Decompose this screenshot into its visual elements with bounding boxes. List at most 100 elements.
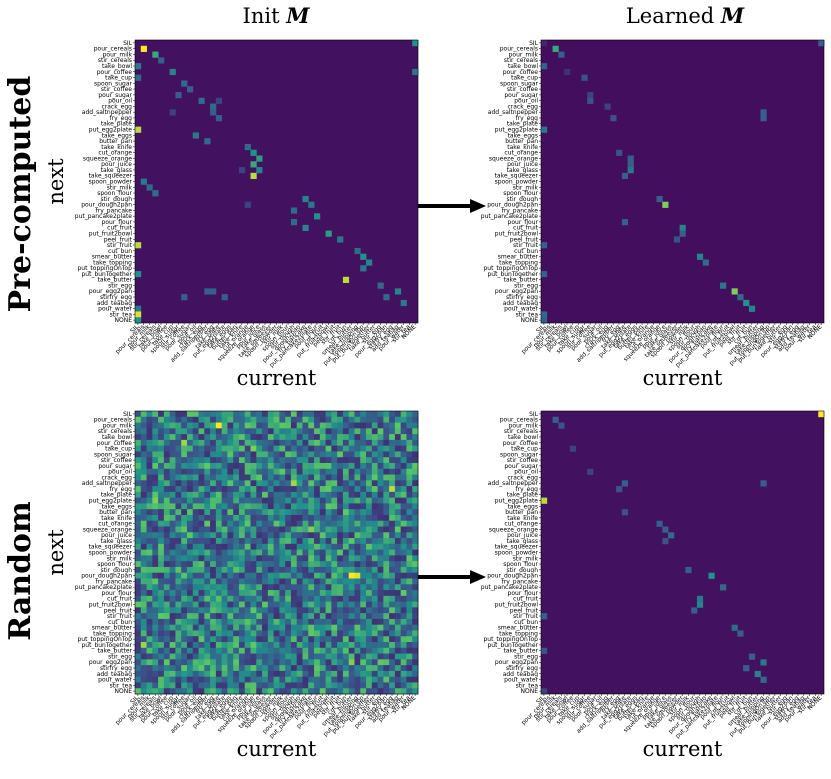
heatmap-cell xyxy=(256,561,263,568)
heatmap-cell xyxy=(342,480,350,487)
heatmap-cell xyxy=(152,503,159,510)
heatmap-cell xyxy=(296,653,303,660)
heatmap-cell xyxy=(412,566,419,574)
heatmap-cell xyxy=(366,561,373,568)
heatmap-cell xyxy=(175,416,182,423)
heatmap-cell xyxy=(308,480,315,487)
heatmap-cell xyxy=(296,514,303,522)
heatmap-cell xyxy=(308,636,315,643)
heatmap-cell xyxy=(227,601,234,608)
heatmap-cell xyxy=(302,688,309,695)
heatmap-cell xyxy=(394,445,402,452)
y-tick-label: put_toppingOnTop xyxy=(77,636,132,643)
heatmap-cell xyxy=(140,439,147,447)
y-tick-label: put_fruit2bowl xyxy=(89,601,133,608)
heatmap-cell xyxy=(296,572,303,579)
heatmap-cell xyxy=(146,665,153,672)
heatmap-cell xyxy=(135,543,142,551)
heatmap-cell xyxy=(273,434,280,441)
heatmap-cell xyxy=(152,439,159,447)
heatmap-cell xyxy=(267,682,275,689)
heatmap-cell xyxy=(406,682,413,689)
heatmap-cell xyxy=(296,434,303,441)
heatmap-cell xyxy=(400,555,407,562)
y-tick-label: take_glass xyxy=(507,167,538,174)
heatmap-cell xyxy=(215,572,223,579)
heatmap-cell xyxy=(227,422,234,429)
heatmap-cell xyxy=(198,434,205,441)
heatmap-cell xyxy=(215,688,223,695)
heatmap-cell xyxy=(273,578,280,585)
heatmap-cell xyxy=(250,561,257,568)
heatmap-cell xyxy=(412,514,419,522)
heatmap-cell xyxy=(377,618,384,626)
heatmap-cell xyxy=(331,509,338,516)
heatmap-cell xyxy=(163,462,171,470)
heatmap-cell xyxy=(181,457,188,464)
heatmap-cell xyxy=(412,653,419,660)
heatmap-cell xyxy=(371,503,378,510)
heatmap-cell xyxy=(244,636,251,643)
heatmap-cell xyxy=(290,636,298,643)
heatmap-cell xyxy=(181,665,188,672)
heatmap-cell xyxy=(406,590,413,597)
heatmap-cell xyxy=(371,688,378,695)
heatmap-cell xyxy=(337,549,344,556)
heatmap-cell xyxy=(366,636,373,643)
x-axis-label: current xyxy=(643,737,723,761)
heatmap-cell xyxy=(198,451,205,458)
heatmap-cell xyxy=(325,561,332,568)
heatmap-cell xyxy=(186,682,194,689)
y-tick-label: pour_cereals xyxy=(94,417,132,424)
heatmap-cell xyxy=(262,636,269,643)
heatmap-cell xyxy=(135,642,142,649)
y-tick-label: take_bowl xyxy=(508,63,538,70)
heatmap-cell xyxy=(354,665,361,672)
heatmap-cell xyxy=(383,566,390,574)
heatmap-cell xyxy=(273,566,280,574)
heatmap-cell xyxy=(158,434,165,441)
heatmap-cell xyxy=(192,572,199,579)
heatmap-cell xyxy=(262,428,269,435)
heatmap-cell xyxy=(296,670,303,678)
heatmap-cell xyxy=(366,497,373,504)
heatmap-cell xyxy=(221,670,228,678)
heatmap-cell xyxy=(198,509,205,516)
heatmap-cell xyxy=(152,665,159,672)
heatmap-cell xyxy=(383,416,390,423)
heatmap-cell xyxy=(366,468,373,475)
heatmap-cell xyxy=(204,682,211,689)
heatmap-cell xyxy=(244,538,251,545)
heatmap-cell xyxy=(348,624,355,631)
heatmap-cell xyxy=(267,630,275,637)
heatmap-cell xyxy=(360,509,367,516)
heatmap-cell xyxy=(163,520,171,527)
heatmap-cell xyxy=(668,532,675,539)
heatmap-cell xyxy=(169,590,176,597)
heatmap-cell xyxy=(186,566,194,574)
heatmap-cell xyxy=(285,642,292,649)
heatmap-cell xyxy=(342,618,350,626)
heatmap-cell xyxy=(215,618,223,626)
heatmap-cell xyxy=(204,538,211,545)
y-tick-label: stir_coffee xyxy=(507,86,538,93)
heatmap-cell xyxy=(279,491,286,499)
heatmap-cell xyxy=(325,526,332,533)
heatmap-cell xyxy=(140,416,147,423)
heatmap-cell xyxy=(221,607,228,614)
heatmap-cell xyxy=(181,480,188,487)
heatmap-cell xyxy=(204,676,211,683)
heatmap-cell xyxy=(366,439,373,447)
y-tick-label: smear_butter xyxy=(92,254,133,261)
heatmap-cell xyxy=(233,451,240,458)
heatmap-cell xyxy=(331,503,338,510)
heatmap-cell xyxy=(377,659,384,666)
heatmap-cell xyxy=(406,457,413,464)
heatmap-cell xyxy=(221,491,228,499)
heatmap-cell xyxy=(186,653,194,660)
heatmap-cell xyxy=(158,445,165,452)
heatmap-cell xyxy=(302,439,309,447)
heatmap-cell xyxy=(262,439,269,447)
heatmap-cell xyxy=(290,607,298,614)
heatmap-cell xyxy=(273,538,280,545)
